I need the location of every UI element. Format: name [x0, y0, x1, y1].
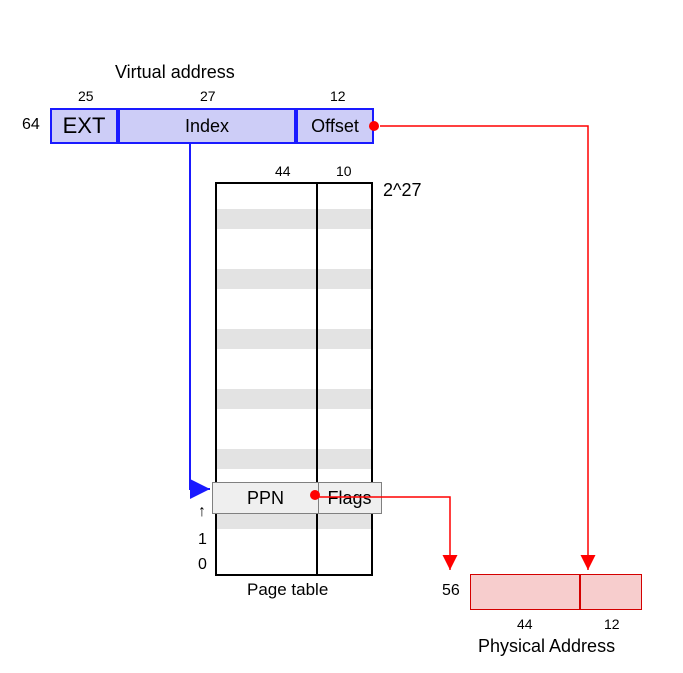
pt-index-0: 0 — [198, 556, 207, 574]
ppn-connection-dot — [310, 490, 320, 500]
pt-flags-cell: Flags — [318, 483, 381, 513]
pt-column-divider — [316, 184, 318, 574]
page-table-box: PPN Flags — [215, 182, 373, 576]
pt-highlight-row: PPN Flags — [212, 482, 382, 514]
pt-index-1: 1 — [198, 531, 207, 549]
offset-connection-dot — [369, 121, 379, 131]
va-offset-label: Offset — [311, 116, 359, 137]
va-total-bits: 64 — [22, 116, 40, 134]
pt-stripe — [217, 269, 371, 289]
va-field-ext: EXT — [50, 108, 118, 144]
physical-address-title: Physical Address — [478, 636, 615, 657]
pt-flags-bits: 10 — [336, 163, 352, 179]
pt-stripe — [217, 449, 371, 469]
pt-ppn-cell: PPN — [213, 483, 319, 513]
va-ext-label: EXT — [63, 113, 106, 139]
pt-size-label: 2^27 — [383, 180, 421, 201]
pt-stripe — [217, 209, 371, 229]
virtual-address-title: Virtual address — [115, 62, 235, 83]
pt-stripe — [217, 329, 371, 349]
pt-flags-label: Flags — [327, 488, 371, 509]
pt-index-up-arrow: ↑ — [198, 503, 206, 521]
va-offset-bits: 12 — [330, 88, 346, 104]
pa-ppn-bits: 44 — [517, 616, 533, 632]
va-index-bits: 27 — [200, 88, 216, 104]
page-table-title: Page table — [247, 580, 328, 600]
va-index-label: Index — [185, 116, 229, 137]
arrow-index-to-pagetable — [190, 144, 210, 489]
pt-ppn-label: PPN — [247, 488, 284, 509]
pt-stripe — [217, 389, 371, 409]
va-ext-bits: 25 — [78, 88, 94, 104]
va-field-index: Index — [118, 108, 296, 144]
pa-field-offset — [580, 574, 642, 610]
pa-field-ppn — [470, 574, 580, 610]
pa-offset-bits: 12 — [604, 616, 620, 632]
pa-total-bits: 56 — [442, 582, 460, 600]
va-field-offset: Offset — [296, 108, 374, 144]
pt-ppn-bits: 44 — [275, 163, 291, 179]
